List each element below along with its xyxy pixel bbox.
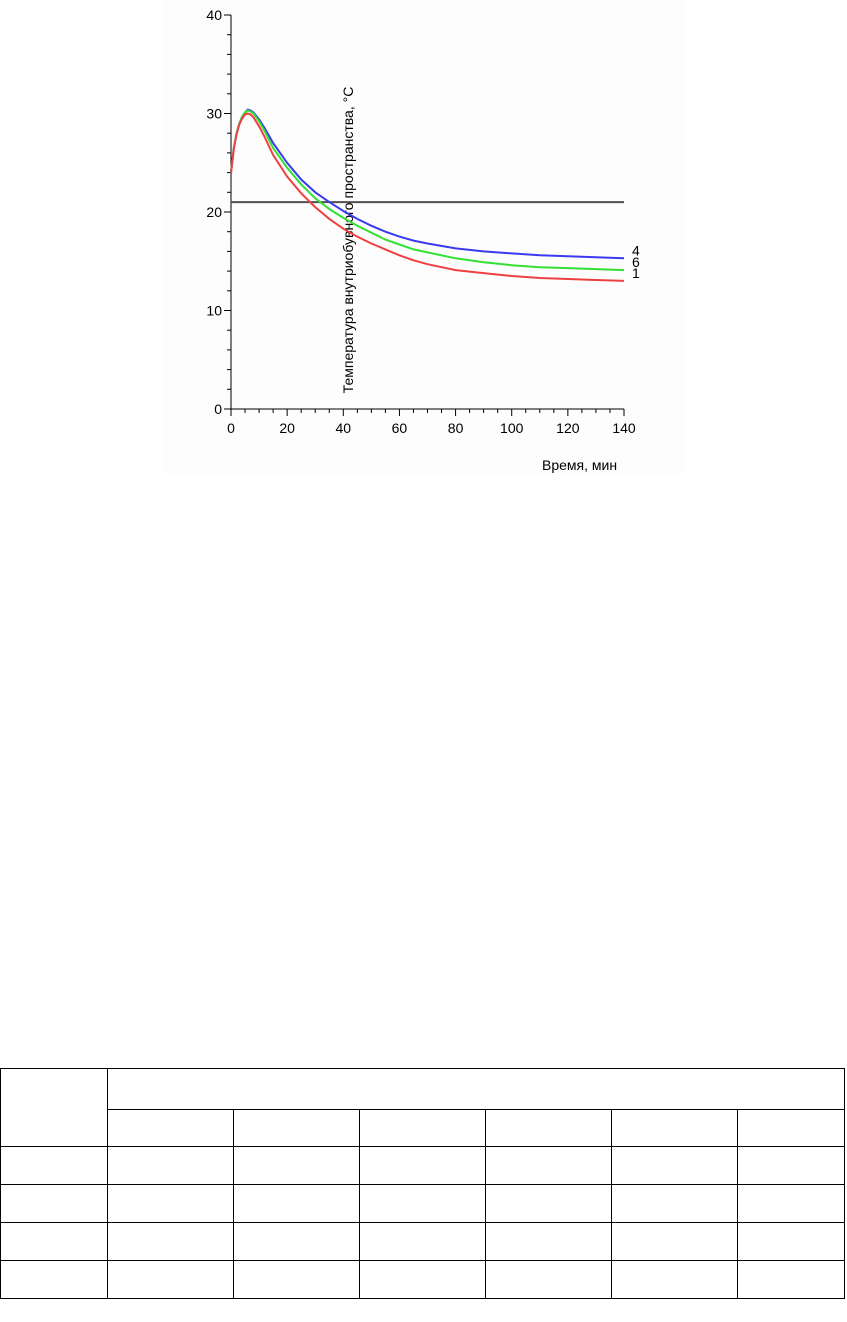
table-cell — [485, 1146, 612, 1185]
table-cell — [737, 1184, 845, 1223]
table-cell — [359, 1222, 486, 1261]
table-cell — [611, 1222, 738, 1261]
series-label-4: 4 — [632, 242, 640, 258]
series-line-4 — [230, 108, 625, 260]
table-cell — [107, 1184, 234, 1223]
table-subheader-cell — [737, 1109, 845, 1147]
y-tick-label: 10 — [206, 303, 222, 319]
table-cell — [0, 1184, 108, 1223]
table-cell — [359, 1260, 486, 1299]
table-cell — [611, 1260, 738, 1299]
x-tick-label: 40 — [335, 420, 351, 436]
table-cell — [485, 1222, 612, 1261]
table-cell — [737, 1146, 845, 1185]
line-chart: Температура внутриобувного пространства,… — [206, 7, 640, 473]
table-cell — [359, 1184, 486, 1223]
table-header-cell — [107, 1068, 845, 1110]
x-tick-label: 60 — [392, 420, 408, 436]
table-cell — [107, 1146, 234, 1185]
table-header-row — [0, 1068, 845, 1147]
table-subheader-row — [1, 1109, 845, 1147]
table-cell — [485, 1260, 612, 1299]
table-cell — [611, 1184, 738, 1223]
y-tick-label: 40 — [206, 7, 222, 23]
table-cell — [107, 1260, 234, 1299]
table-subheader-cell — [485, 1109, 612, 1147]
table-subheader-cell — [107, 1109, 234, 1147]
y-tick-label: 0 — [214, 401, 222, 417]
table-subheader-cell — [233, 1109, 360, 1147]
x-tick-label: 120 — [556, 420, 580, 436]
series-label-6: 6 — [632, 254, 640, 270]
table-row — [0, 1146, 845, 1185]
table-row — [0, 1260, 845, 1299]
table-cell — [233, 1184, 360, 1223]
table-cell — [359, 1146, 486, 1185]
chart-panel: Температура внутриобувного пространства,… — [163, 0, 685, 476]
y-tick-label: 20 — [206, 204, 222, 220]
table-cell — [737, 1260, 845, 1299]
x-tick-label: 140 — [612, 420, 636, 436]
table-cell — [233, 1260, 360, 1299]
table-subheader-cell — [611, 1109, 738, 1147]
y-axis-title: Температура внутриобувного пространства,… — [340, 87, 356, 394]
data-table — [0, 1068, 845, 1299]
table-row — [0, 1184, 845, 1223]
table-cell — [485, 1184, 612, 1223]
table-cell — [233, 1146, 360, 1185]
table-cell — [611, 1146, 738, 1185]
table-cell — [0, 1146, 108, 1185]
table-subheader-cell — [359, 1109, 486, 1147]
x-tick-label: 80 — [448, 420, 464, 436]
table-cell — [0, 1222, 108, 1261]
table-cell — [0, 1260, 108, 1299]
y-tick-label: 30 — [206, 106, 222, 122]
x-tick-label: 100 — [500, 420, 524, 436]
table-row — [0, 1222, 845, 1261]
series-line-1 — [230, 112, 625, 282]
x-tick-label: 20 — [279, 420, 295, 436]
series-label-1: 1 — [632, 265, 640, 281]
table-cell — [737, 1222, 845, 1261]
table-corner-cell — [0, 1068, 108, 1147]
table-cell — [233, 1222, 360, 1261]
table-cell — [107, 1222, 234, 1261]
x-tick-label: 0 — [227, 420, 235, 436]
x-axis-title: Время, мин — [542, 457, 617, 473]
series-line-6 — [230, 109, 625, 272]
